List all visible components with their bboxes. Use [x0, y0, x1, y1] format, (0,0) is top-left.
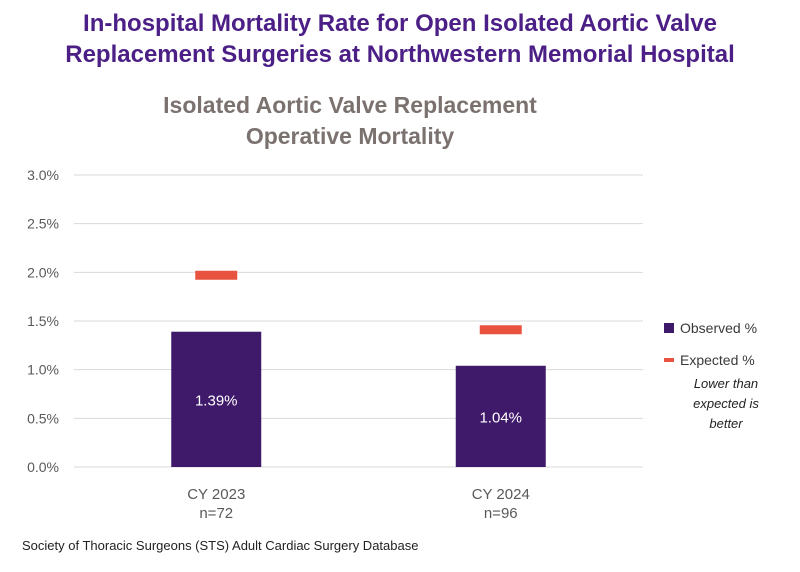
y-tick-label: 1.5%: [27, 313, 59, 329]
y-tick-label: 2.5%: [27, 216, 59, 232]
observed-data-label: 1.04%: [479, 409, 522, 426]
chart-title-line-2: Operative Mortality: [245, 123, 455, 149]
y-tick-label: 1.0%: [27, 362, 59, 378]
page-title-line-2: Replacement Surgeries at Northwestern Me…: [65, 41, 735, 68]
expected-marker: [195, 270, 238, 280]
y-tick-label: 0.5%: [27, 410, 59, 426]
x-category-sublabel: n=72: [199, 505, 233, 522]
page-title-line-1: In-hospital Mortality Rate for Open Isol…: [83, 10, 717, 37]
source-footnote: Society of Thoracic Surgeons (STS) Adult…: [22, 538, 419, 553]
observed-data-label: 1.39%: [195, 392, 238, 409]
page-title: In-hospital Mortality Rate for Open Isol…: [0, 8, 800, 70]
x-category-label: CY 2024: [472, 486, 530, 503]
y-tick-label: 2.0%: [27, 264, 59, 280]
chart-legend: Observed % Expected % Lower than expecte…: [664, 318, 794, 434]
observed-bar: [455, 365, 546, 467]
legend-note: Lower than expected is better: [693, 376, 759, 431]
legend-label-observed: Observed %: [680, 320, 758, 336]
legend-swatch-expected: [664, 358, 674, 362]
y-tick-label: 3.0%: [27, 167, 59, 183]
legend-item-expected: Expected %: [664, 350, 794, 370]
legend-item-observed: Observed %: [664, 318, 794, 338]
expected-marker: [479, 325, 522, 335]
chart-title-line-1: Isolated Aortic Valve Replacement: [163, 92, 537, 118]
chart-title: Isolated Aortic Valve Replacement Operat…: [60, 90, 640, 152]
observed-bar: [171, 331, 262, 467]
x-category-label: CY 2023: [187, 486, 245, 503]
y-tick-label: 0.0%: [27, 459, 59, 475]
x-category-sublabel: n=96: [484, 505, 518, 522]
legend-label-expected: Expected %: [680, 352, 755, 368]
legend-swatch-observed: [664, 323, 674, 333]
